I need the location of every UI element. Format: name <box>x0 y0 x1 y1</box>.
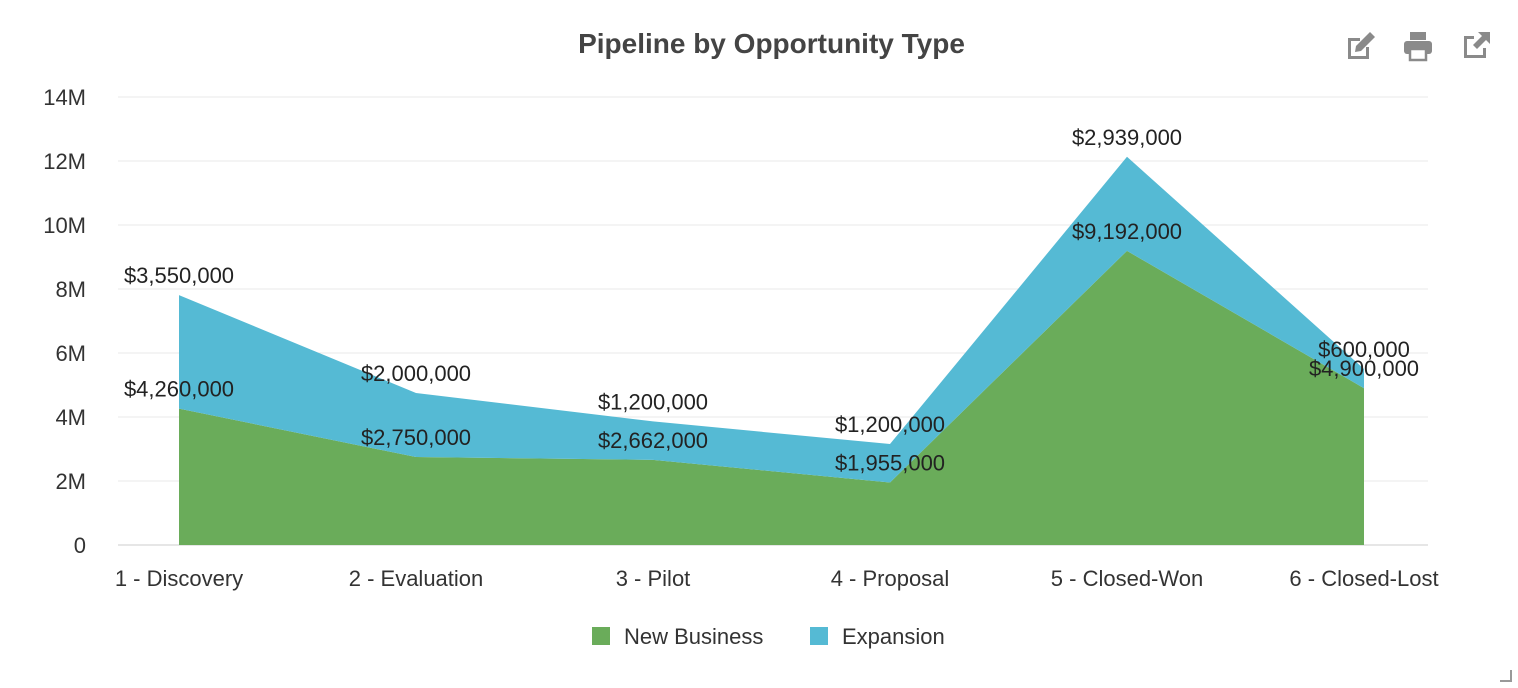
y-tick-label: 4M <box>55 405 86 430</box>
data-label: $2,000,000 <box>361 361 471 386</box>
data-label: $2,750,000 <box>361 425 471 450</box>
data-label: $2,939,000 <box>1072 125 1182 150</box>
x-tick-label: 5 - Closed-Won <box>1051 566 1203 591</box>
x-tick-label: 4 - Proposal <box>831 566 950 591</box>
edit-button[interactable] <box>1342 28 1378 64</box>
x-tick-label: 2 - Evaluation <box>349 566 484 591</box>
y-tick-label: 10M <box>43 213 86 238</box>
x-tick-label: 3 - Pilot <box>616 566 691 591</box>
print-button[interactable] <box>1400 28 1436 64</box>
y-tick-label: 8M <box>55 277 86 302</box>
legend[interactable]: New Business Expansion <box>592 624 945 649</box>
legend-swatch <box>810 627 828 645</box>
x-tick-label: 1 - Discovery <box>115 566 243 591</box>
data-label: $3,550,000 <box>124 263 234 288</box>
legend-label: New Business <box>624 624 763 649</box>
legend-item-expansion[interactable]: Expansion <box>810 624 945 649</box>
data-label: $1,200,000 <box>835 412 945 437</box>
y-tick-label: 0 <box>74 533 86 558</box>
data-label: $9,192,000 <box>1072 219 1182 244</box>
x-tick-label: 6 - Closed-Lost <box>1289 566 1438 591</box>
legend-label: Expansion <box>842 624 945 649</box>
x-axis: 1 - Discovery 2 - Evaluation 3 - Pilot 4 - … <box>115 566 1439 591</box>
external-link-icon <box>1464 32 1490 58</box>
data-label: $1,955,000 <box>835 450 945 475</box>
edit-icon <box>1348 32 1375 59</box>
y-tick-label: 6M <box>55 341 86 366</box>
y-tick-label: 14M <box>43 85 86 110</box>
data-label: $4,260,000 <box>124 377 234 402</box>
chart-title: Pipeline by Opportunity Type <box>578 28 965 59</box>
y-axis: 0 2M 4M 6M 8M 10M 12M 14M <box>43 85 86 558</box>
y-tick-label: 12M <box>43 149 86 174</box>
data-label: $1,200,000 <box>598 389 708 414</box>
data-labels: $4,260,000 $2,750,000 $2,662,000 $1,955,000… <box>124 125 1419 476</box>
chart-toolbar <box>1342 28 1494 64</box>
data-label: $4,900,000 <box>1309 356 1419 381</box>
print-icon <box>1404 32 1432 62</box>
data-label: $600,000 <box>1318 337 1410 362</box>
plot-areas <box>179 156 1364 545</box>
legend-swatch <box>592 627 610 645</box>
data-label: $2,662,000 <box>598 428 708 453</box>
area-new-business <box>179 250 1364 545</box>
resize-handle[interactable] <box>1500 670 1512 682</box>
y-tick-label: 2M <box>55 469 86 494</box>
open-external-button[interactable] <box>1458 28 1494 64</box>
area-expansion <box>179 156 1364 483</box>
legend-item-new-business[interactable]: New Business <box>592 624 763 649</box>
